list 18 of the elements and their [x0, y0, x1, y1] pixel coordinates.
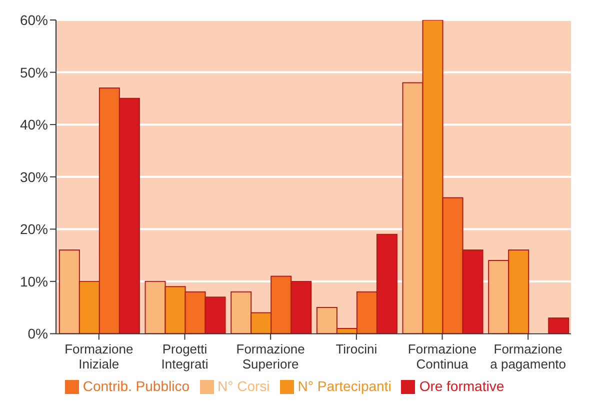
y-tick-label: 40%	[20, 116, 48, 133]
y-tick-label: 50%	[20, 64, 48, 80]
x-tick-label: Formazione Continua	[408, 342, 477, 372]
x-tick-label: Formazione Iniziale	[64, 342, 134, 372]
legend-label: Ore formative	[419, 378, 504, 394]
x-tick-label: Formazione Superiore	[236, 342, 305, 372]
x-tick-label: Formazione a pagamento	[490, 342, 566, 372]
y-tick-label: 30%	[20, 168, 48, 185]
y-tick-label: 20%	[20, 221, 48, 238]
y-tick-label: 0%	[28, 326, 48, 342]
bar	[548, 318, 570, 334]
x-tick-label: Progetti Integrati	[161, 342, 208, 372]
y-tick-label: 10%	[20, 273, 48, 290]
x-tick-label: Tirocini	[336, 342, 378, 357]
legend-label: Contrib. Pubblico	[82, 378, 190, 394]
legend-label: N° Corsi	[218, 378, 270, 394]
y-tick-label: 60%	[20, 12, 48, 28]
legend-label: N° Partecipanti	[298, 378, 392, 394]
